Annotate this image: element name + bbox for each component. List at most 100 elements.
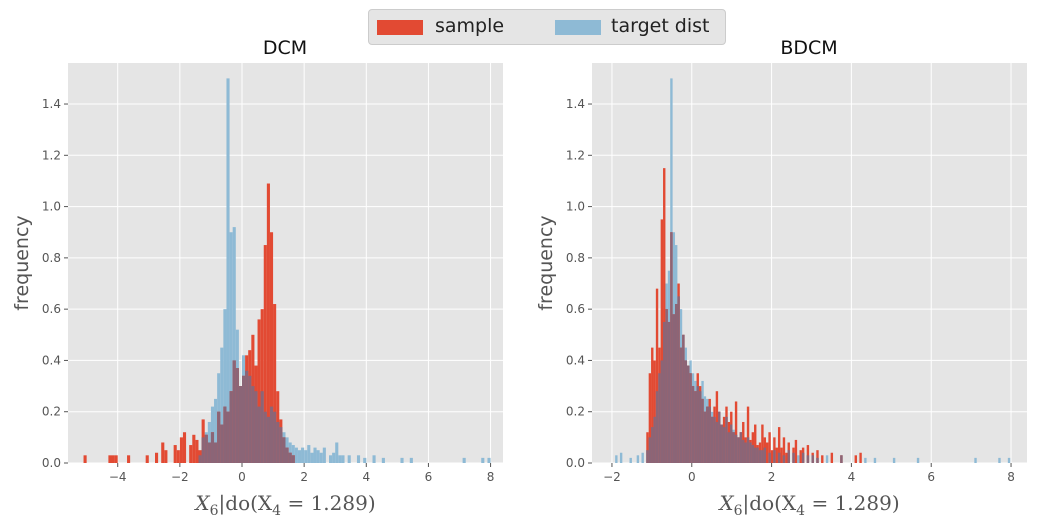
overlap-bar [651,427,654,463]
overlap-bar [708,406,711,463]
target-bar [916,457,920,463]
sample-bar [794,439,798,463]
target-bar [400,457,404,463]
target-bar [301,447,305,463]
sample-bar [263,245,267,463]
overlap-bar [207,442,211,463]
sample-bar [269,232,274,463]
overlap-bar [263,411,267,463]
overlap-bar [220,424,224,463]
legend-label-sample: sample [435,15,505,37]
overlap-bar [816,457,819,463]
overlap-bar [238,386,242,463]
target-bar [825,455,829,463]
overlap-bar [201,437,205,463]
overlap-bar [722,427,726,463]
overlap-bar [715,421,719,463]
overlap-bar [260,391,264,463]
sample-bar [173,445,177,463]
chart-title: DCM [263,37,307,59]
sample-bar [266,183,270,463]
overlap-bar [232,360,236,463]
target-bar [313,447,317,463]
target-bar [636,455,640,463]
legend-swatch-target [555,20,601,35]
sample-bar [785,452,788,463]
y-tick-label: 1.2 [42,148,61,162]
target-bar [214,398,218,463]
target-bar [232,227,236,463]
overlap-bar [677,296,680,463]
sample-bar [189,445,193,463]
overlap-bar [266,416,270,463]
sample-bar [821,455,824,463]
sample-bar [806,445,810,463]
y-tick-label: 0.0 [42,456,61,470]
y-tick-label: 0.2 [566,405,585,419]
x-tick-label: 0 [238,470,246,484]
target-bar [341,455,345,463]
overlap-bar [660,360,664,463]
sample-bar [83,455,87,463]
overlap-bar [756,447,759,463]
target-bar [319,452,323,463]
overlap-bar [670,232,673,463]
y-tick-label: 0.6 [42,302,61,316]
target-bar [797,455,800,463]
sample-bar [651,347,654,463]
sample-bar [646,432,649,463]
sample-bar [799,450,802,463]
overlap-bar [739,432,743,463]
target-bar [641,452,644,463]
sample-bar [754,424,757,463]
overlap-bar [718,411,721,463]
overlap-bar [217,411,221,463]
sample-bar [114,455,118,463]
overlap-bar [248,375,252,463]
overlap-bar [257,406,261,463]
sample-bar [766,442,769,463]
y-tick-label: 1.4 [42,97,61,111]
overlap-bar [245,370,249,463]
y-tick-label: 0.4 [566,353,585,367]
overlap-bar [773,450,776,463]
overlap-bar [734,434,738,463]
target-bar [329,455,333,463]
overlap-bar [655,391,659,463]
overlap-bar [725,416,728,463]
overlap-bar [710,416,714,463]
plot-area [68,63,503,463]
sample-bar [761,424,764,463]
overlap-bar [198,455,202,463]
y-tick-label: 0.4 [42,353,61,367]
overlap-bar [682,334,685,463]
overlap-bar [242,375,246,463]
target-bar [316,450,320,463]
overlap-bar [653,416,656,463]
overlap-bar [694,391,697,463]
overlap-bar [763,447,766,463]
overlap-bar [226,411,230,463]
x-tick-label: 8 [487,470,495,484]
x-tick-label: 2 [300,470,308,484]
target-bar [347,455,351,463]
overlap-bar [285,447,289,463]
target-bar [223,309,227,463]
target-bar [291,445,295,463]
y-axis-label: frequency [535,215,557,310]
overlap-bar [749,442,752,463]
overlap-bar [758,450,762,463]
sample-bar [830,452,834,463]
sample-bar [108,455,112,463]
overlap-bar [761,450,764,463]
overlap-bar [737,437,740,463]
target-bar [481,457,485,463]
sample-bar [780,447,783,463]
target-bar [409,457,413,463]
sample-bar [195,439,199,463]
target-bar [381,457,385,463]
target-bar [229,232,233,463]
sample-bar [127,455,131,463]
sample-bar [768,432,771,463]
